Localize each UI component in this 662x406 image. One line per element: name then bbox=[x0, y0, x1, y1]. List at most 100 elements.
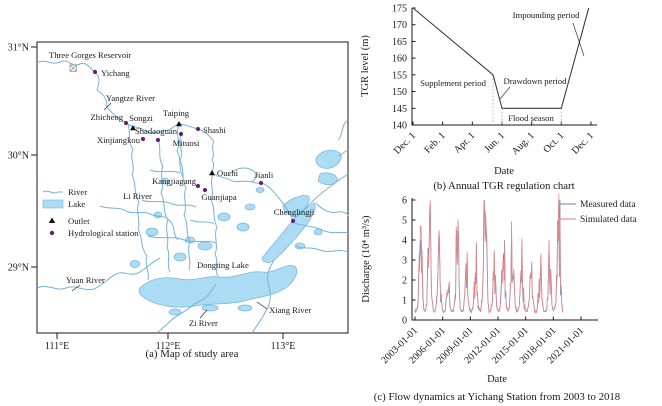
lake-area bbox=[244, 203, 256, 211]
tgr-x-tick-label: Feb. 1 bbox=[422, 130, 447, 155]
tgr-y-tick-label: 140 bbox=[392, 121, 407, 132]
tgr-y-tick-label: 175 bbox=[392, 4, 407, 15]
station-label: Jianli bbox=[255, 170, 274, 180]
legend-measured-label: Measured data bbox=[580, 200, 636, 210]
river-line bbox=[189, 219, 215, 225]
station-dot-icon bbox=[178, 131, 184, 137]
river-line bbox=[337, 119, 349, 141]
outlet-label: Songzi bbox=[129, 113, 153, 123]
legend-river-line-icon bbox=[42, 190, 63, 194]
station-dot-icon bbox=[202, 187, 208, 193]
river-line bbox=[149, 169, 181, 174]
station-label: Mituosi bbox=[173, 138, 200, 148]
outlet-label: Ouchi bbox=[217, 168, 239, 178]
lake-area bbox=[153, 211, 163, 219]
tgr-caption: (b) Annual TGR regulation chart bbox=[433, 180, 574, 192]
station-dot-icon bbox=[195, 126, 201, 132]
tgr-y-axis-title: TGR level (m) bbox=[360, 35, 371, 97]
river-line bbox=[157, 283, 217, 333]
lake-area bbox=[315, 149, 342, 169]
river-line bbox=[227, 167, 257, 183]
label-yuan-river: Yuan River bbox=[66, 275, 105, 285]
river-line bbox=[292, 221, 349, 234]
label-dongting-lake: Dongting Lake bbox=[197, 260, 249, 270]
river-line bbox=[210, 173, 219, 277]
annotation-supplement-period: Supplement period bbox=[420, 78, 487, 88]
lake-areas bbox=[129, 149, 342, 316]
river-line bbox=[251, 259, 275, 334]
station-label: Xinjiangkou bbox=[97, 135, 141, 145]
pointer-line bbox=[103, 102, 112, 111]
tgr-x-tick-label: Jun. 1 bbox=[482, 130, 507, 155]
legend-outlet-triangle-icon bbox=[48, 217, 56, 223]
station-label: Guanjiapa bbox=[201, 192, 237, 202]
station-dot-icon bbox=[140, 136, 146, 142]
discharge-series-simulated bbox=[414, 193, 563, 314]
outlet-triangle-icon bbox=[130, 125, 136, 131]
lake-area bbox=[261, 202, 316, 263]
tgr-x-axis-title: Date bbox=[494, 166, 514, 177]
lake-area bbox=[145, 227, 159, 237]
discharge-y-axis-title: Discharge (10⁴ m³/s) bbox=[361, 215, 372, 303]
dam-icon bbox=[69, 64, 77, 72]
map-y-tick-label: 29°N bbox=[8, 263, 29, 274]
annotation-flood-season: Flood season bbox=[508, 113, 554, 123]
lake-area bbox=[236, 222, 250, 232]
station-dot-icon bbox=[123, 120, 129, 126]
tgr-x-tick-label: Dec. 1 bbox=[570, 130, 596, 156]
discharge-y-tick-label: 1 bbox=[402, 296, 407, 307]
legend-station-dot-icon bbox=[49, 230, 55, 236]
tgr-x-tick-label: Apr. 1 bbox=[452, 130, 477, 155]
pointer-line bbox=[199, 309, 208, 319]
tgr-y-tick-label: 150 bbox=[392, 87, 407, 98]
lake-area bbox=[173, 252, 187, 262]
river-line bbox=[147, 235, 217, 244]
discharge-y-tick-label: 4 bbox=[402, 236, 407, 247]
tgr-y-tick-label: 170 bbox=[392, 20, 407, 31]
river-line bbox=[157, 138, 171, 273]
discharge-y-tick-label: 2 bbox=[402, 276, 407, 287]
legend-simulated-label: Simulated data bbox=[580, 215, 638, 225]
discharge-legend: Measured data Simulated data bbox=[560, 200, 638, 225]
station-dot-icon bbox=[258, 180, 264, 186]
label-zi-river: Zi River bbox=[189, 318, 218, 328]
discharge-y-tick-label: 6 bbox=[402, 196, 407, 207]
annotation-impounding-period: Impounding period bbox=[513, 10, 580, 20]
map-x-tick-label: 112°E bbox=[156, 341, 181, 352]
pointer-line bbox=[256, 301, 268, 310]
tgr-y-tick-label: 145 bbox=[392, 104, 407, 115]
map-x-tick-label: 113°E bbox=[271, 341, 296, 352]
map-y-tick-label: 30°N bbox=[8, 151, 29, 162]
pointer-line bbox=[572, 22, 585, 57]
discharge-y-tick-label: 5 bbox=[402, 216, 407, 227]
pointer-line bbox=[71, 284, 81, 292]
map-station-markers: Songzi Taiping Ouchi Yichang Zhicheng Shashi X… bbox=[91, 68, 315, 224]
lake-area bbox=[255, 187, 265, 193]
lake-area bbox=[138, 265, 298, 308]
map-water-network bbox=[36, 60, 349, 334]
river-line bbox=[295, 245, 349, 253]
map-pointer-lines bbox=[71, 102, 268, 319]
lake-area bbox=[317, 172, 339, 185]
station-dot-icon bbox=[290, 218, 296, 224]
tgr-x-tick-label: Aug. 1 bbox=[510, 130, 537, 157]
river-line bbox=[99, 205, 179, 241]
discharge-x-axis-title: Date bbox=[487, 374, 507, 385]
river-line bbox=[315, 202, 349, 217]
lake-area bbox=[217, 212, 231, 222]
pointer-line bbox=[499, 86, 511, 100]
discharge-chart-content: 01234562003-01-012006-01-012009-01-01201… bbox=[379, 193, 586, 366]
legend-lake-label: Lake bbox=[68, 199, 85, 209]
station-label: Yichang bbox=[101, 68, 130, 78]
lake-area bbox=[197, 241, 213, 251]
tgr-x-tick-label: Oct. 1 bbox=[541, 130, 566, 155]
map-axis-ticks: 31°N 30°N 29°N 111°E 112°E 113°E bbox=[8, 43, 296, 353]
station-dot-icon bbox=[195, 183, 201, 189]
map-frame bbox=[36, 41, 349, 334]
outlet-label: Taiping bbox=[163, 108, 190, 118]
annotation-drawdown-period: Drawdown period bbox=[504, 76, 568, 86]
discharge-y-tick-label: 0 bbox=[402, 316, 407, 327]
lake-area bbox=[313, 228, 323, 236]
